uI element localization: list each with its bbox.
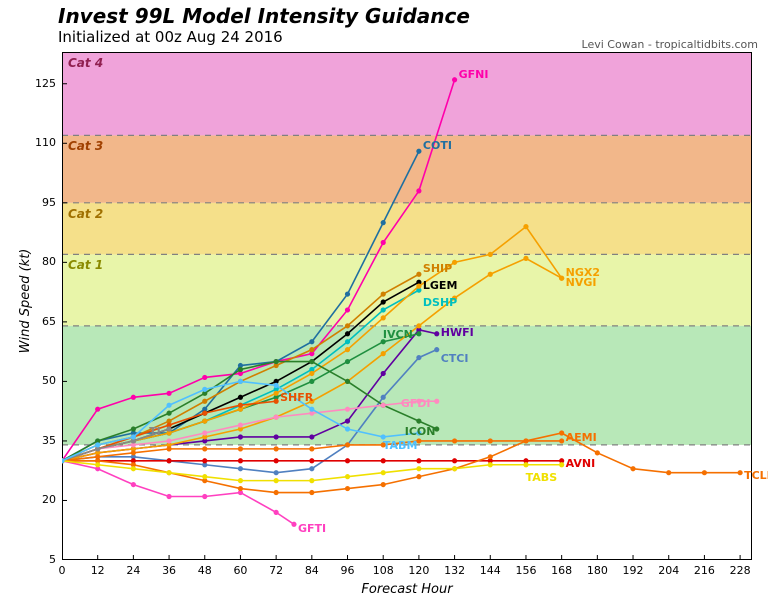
- series-label-shfr: SHFR: [280, 391, 313, 404]
- y-tick-label: 20: [26, 493, 56, 506]
- series-label-hwfi: HWFI: [441, 326, 474, 339]
- series-label-ivcn: IVCN: [383, 328, 413, 341]
- series-label-tclp: TCLP: [744, 469, 768, 482]
- y-tick-label: 95: [26, 196, 56, 209]
- x-tick-label: 144: [475, 564, 505, 577]
- y-tick-label: 110: [26, 136, 56, 149]
- series-label-tabs: TABS: [526, 471, 557, 484]
- y-tick-label: 5: [26, 553, 56, 566]
- x-tick-label: 96: [333, 564, 363, 577]
- x-tick-label: 84: [297, 564, 327, 577]
- x-tick-label: 108: [368, 564, 398, 577]
- x-tick-label: 60: [225, 564, 255, 577]
- x-tick-label: 228: [725, 564, 755, 577]
- intensity-chart-figure: Invest 99L Model Intensity Guidance Init…: [0, 0, 768, 600]
- x-tick-label: 192: [618, 564, 648, 577]
- x-tick-label: 180: [582, 564, 612, 577]
- chart-subtitle: Initialized at 00z Aug 24 2016: [58, 28, 283, 46]
- cat-band-label: Cat 1: [68, 258, 103, 272]
- x-tick-label: 24: [118, 564, 148, 577]
- x-tick-label: 72: [261, 564, 291, 577]
- series-label-avni: AVNI: [566, 457, 596, 470]
- series-label-aemi: AEMI: [566, 431, 597, 444]
- x-tick-label: 48: [190, 564, 220, 577]
- x-tick-label: 216: [689, 564, 719, 577]
- x-tick-label: 156: [511, 564, 541, 577]
- series-label-ship: SHIP: [423, 262, 452, 275]
- plot-area: [62, 52, 752, 560]
- series-label-lgem: LGEM: [423, 279, 458, 292]
- series-label-nvgi: NVGI: [566, 276, 597, 289]
- x-tick-label: 36: [154, 564, 184, 577]
- y-tick-label: 80: [26, 255, 56, 268]
- y-tick-label: 35: [26, 434, 56, 447]
- y-tick-label: 125: [26, 77, 56, 90]
- cat-band-label: Cat 4: [68, 56, 103, 70]
- series-label-gfni: GFNI: [459, 68, 489, 81]
- series-label-ctci: CTCI: [441, 352, 469, 365]
- y-tick-label: 65: [26, 315, 56, 328]
- x-tick-label: 168: [547, 564, 577, 577]
- y-tick-label: 50: [26, 374, 56, 387]
- cat-band-label: Cat 3: [68, 139, 103, 153]
- series-label-tabm: TABM: [383, 439, 418, 452]
- chart-attribution: Levi Cowan - tropicaltidbits.com: [582, 38, 758, 51]
- x-tick-label: 12: [83, 564, 113, 577]
- series-label-gfti: GFTI: [298, 522, 326, 535]
- series-label-ti: TI: [149, 425, 161, 438]
- series-label-gfdi: GFDI: [401, 397, 431, 410]
- x-tick-label: 132: [440, 564, 470, 577]
- series-label-coti: COTI: [423, 139, 452, 152]
- x-axis-label: Forecast Hour: [347, 582, 467, 597]
- series-label-icon: ICON: [405, 425, 436, 438]
- cat-band-label: Cat 2: [68, 207, 103, 221]
- chart-title: Invest 99L Model Intensity Guidance: [58, 4, 470, 28]
- x-tick-label: 120: [404, 564, 434, 577]
- series-label-dshp: DSHP: [423, 296, 457, 309]
- x-tick-label: 204: [654, 564, 684, 577]
